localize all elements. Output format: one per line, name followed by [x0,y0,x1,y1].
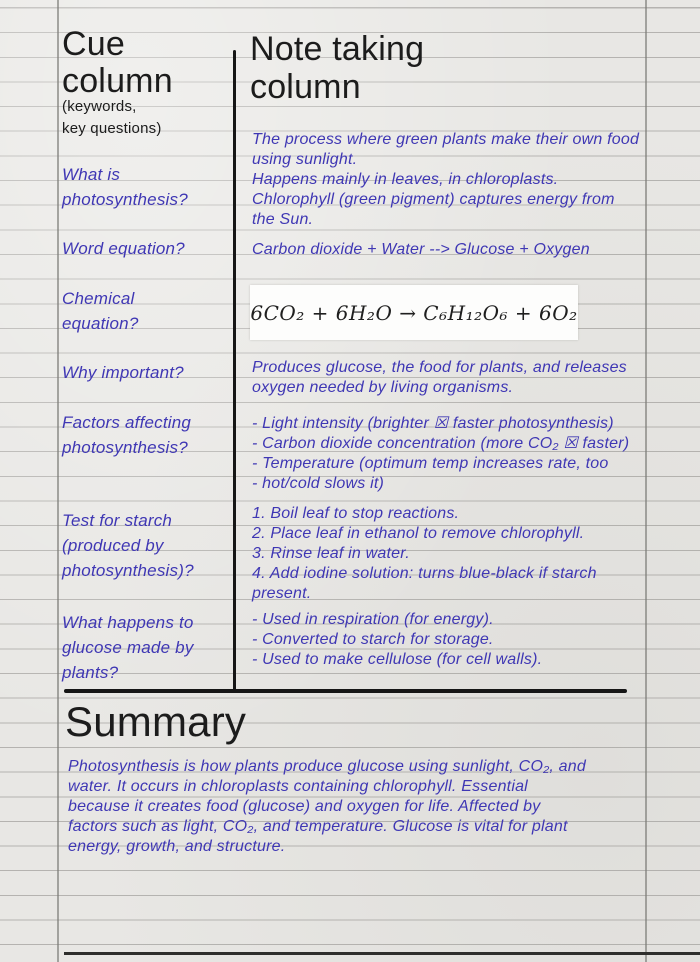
note-factors-affecting: - Light intensity (brighter ☒ faster pho… [252,415,630,492]
note-word-equation: Carbon dioxide + Water --> Glucose + Oxy… [252,241,590,258]
cue-column-subtitle: (keywords, key questions) [62,98,162,137]
cue-question-glucose-fate: What happens to glucose made by plants? [62,613,194,682]
note-column-title: Note taking column [250,30,425,106]
cue-column-title: Cue column [62,25,173,100]
summary-divider-line [64,689,627,693]
chemical-equation-text: 6CO₂ + 6H₂O → C₆H₁₂O₆ + 6O₂ [250,300,578,325]
cue-question-chemical-equation: Chemical equation? [62,289,139,333]
note-glucose-fate: - Used in respiration (for energy). - Co… [252,611,543,668]
cue-question-why-important: Why important? [62,363,184,382]
note-what-is-photosynthesis: The process where green plants make thei… [252,131,640,228]
cue-question-factors-affecting: Factors affecting photosynthesis? [62,413,192,457]
page-bottom-line [64,952,700,955]
cue-question-test-for-starch: Test for starch (produced by photosynthe… [62,511,194,580]
summary-title: Summary [65,698,247,745]
column-divider-line [233,50,236,692]
chemical-equation-box: 6CO₂ + 6H₂O → C₆H₁₂O₆ + 6O₂ [250,285,578,340]
left-margin-line [57,0,59,962]
note-why-important: Produces glucose, the food for plants, a… [252,359,627,396]
cue-question-what-is-photosynthesis: What is photosynthesis? [62,165,188,209]
right-margin-line [645,0,647,962]
cue-question-word-equation: Word equation? [62,239,185,258]
note-test-for-starch: 1. Boil leaf to stop reactions. 2. Place… [252,505,597,602]
summary-text: Photosynthesis is how plants produce glu… [68,758,586,855]
